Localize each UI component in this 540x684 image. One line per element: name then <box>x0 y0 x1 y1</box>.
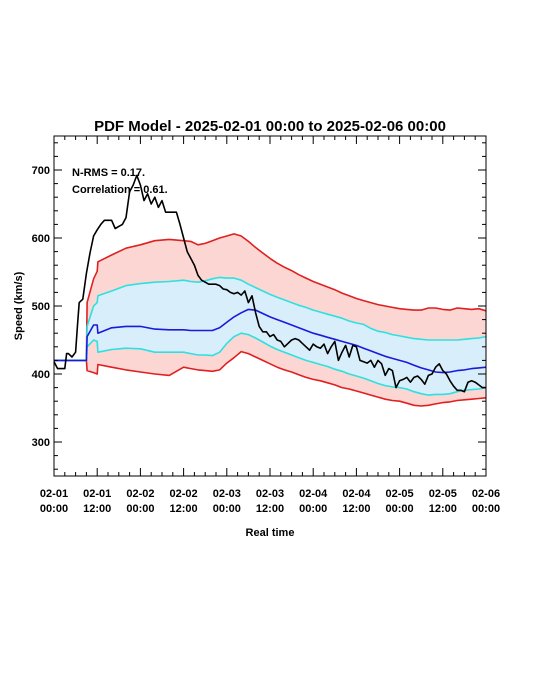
x-tick-label-time: 00:00 <box>40 503 68 515</box>
x-tick-label-time: 12:00 <box>83 503 111 515</box>
x-tick-label-date: 02-02 <box>170 488 198 500</box>
x-tick-label-date: 02-02 <box>126 488 154 500</box>
inner-lower-line <box>54 332 487 396</box>
y-tick-label: 600 <box>32 233 50 245</box>
axis-ticks: 300 400 500 600 700 02-01 00:00 02-01 12:00 02-02… <box>32 136 500 515</box>
x-tick-label-date: 02-04 <box>299 488 328 500</box>
x-tick-label-time: 12:00 <box>342 503 370 515</box>
y-tick-label: 700 <box>32 165 50 177</box>
y-tick-label: 400 <box>32 369 50 381</box>
x-tick-label-time: 00:00 <box>213 503 241 515</box>
y-tick-label: 300 <box>32 437 50 449</box>
x-tick-label-time: 00:00 <box>386 503 414 515</box>
chart-title: PDF Model - 2025-02-01 00:00 to 2025-02-… <box>94 118 446 135</box>
annotation-nrms: N-RMS = 0.17. <box>72 167 145 179</box>
outer-upper-line <box>54 233 487 362</box>
x-tick-label-date: 02-03 <box>256 488 284 500</box>
plot-area <box>53 174 487 407</box>
x-tick-label-date: 02-01 <box>83 488 111 500</box>
y-axis-label: Speed (km/s) <box>13 271 25 340</box>
median-line <box>54 308 487 374</box>
annotation-correlation: Correlation = 0.61. <box>72 184 168 196</box>
x-tick-label-time: 00:00 <box>299 503 327 515</box>
inner-upper-line <box>54 276 487 362</box>
observed-speed-line <box>53 174 486 393</box>
x-tick-label-time: 00:00 <box>472 503 500 515</box>
x-tick-label-date: 02-05 <box>386 488 414 500</box>
x-tick-label-date: 02-03 <box>213 488 241 500</box>
x-tick-label-time: 12:00 <box>170 503 198 515</box>
x-tick-label-time: 12:00 <box>429 503 457 515</box>
y-tick-label: 500 <box>32 301 50 313</box>
x-tick-label-date: 02-06 <box>472 488 500 500</box>
outer-lower-line <box>54 350 487 407</box>
x-axis-label: Real time <box>246 527 295 539</box>
x-tick-label-time: 12:00 <box>256 503 284 515</box>
x-tick-label-date: 02-04 <box>342 488 371 500</box>
x-tick-label-date: 02-01 <box>40 488 68 500</box>
x-tick-label-date: 02-05 <box>429 488 457 500</box>
x-tick-label-time: 00:00 <box>126 503 154 515</box>
